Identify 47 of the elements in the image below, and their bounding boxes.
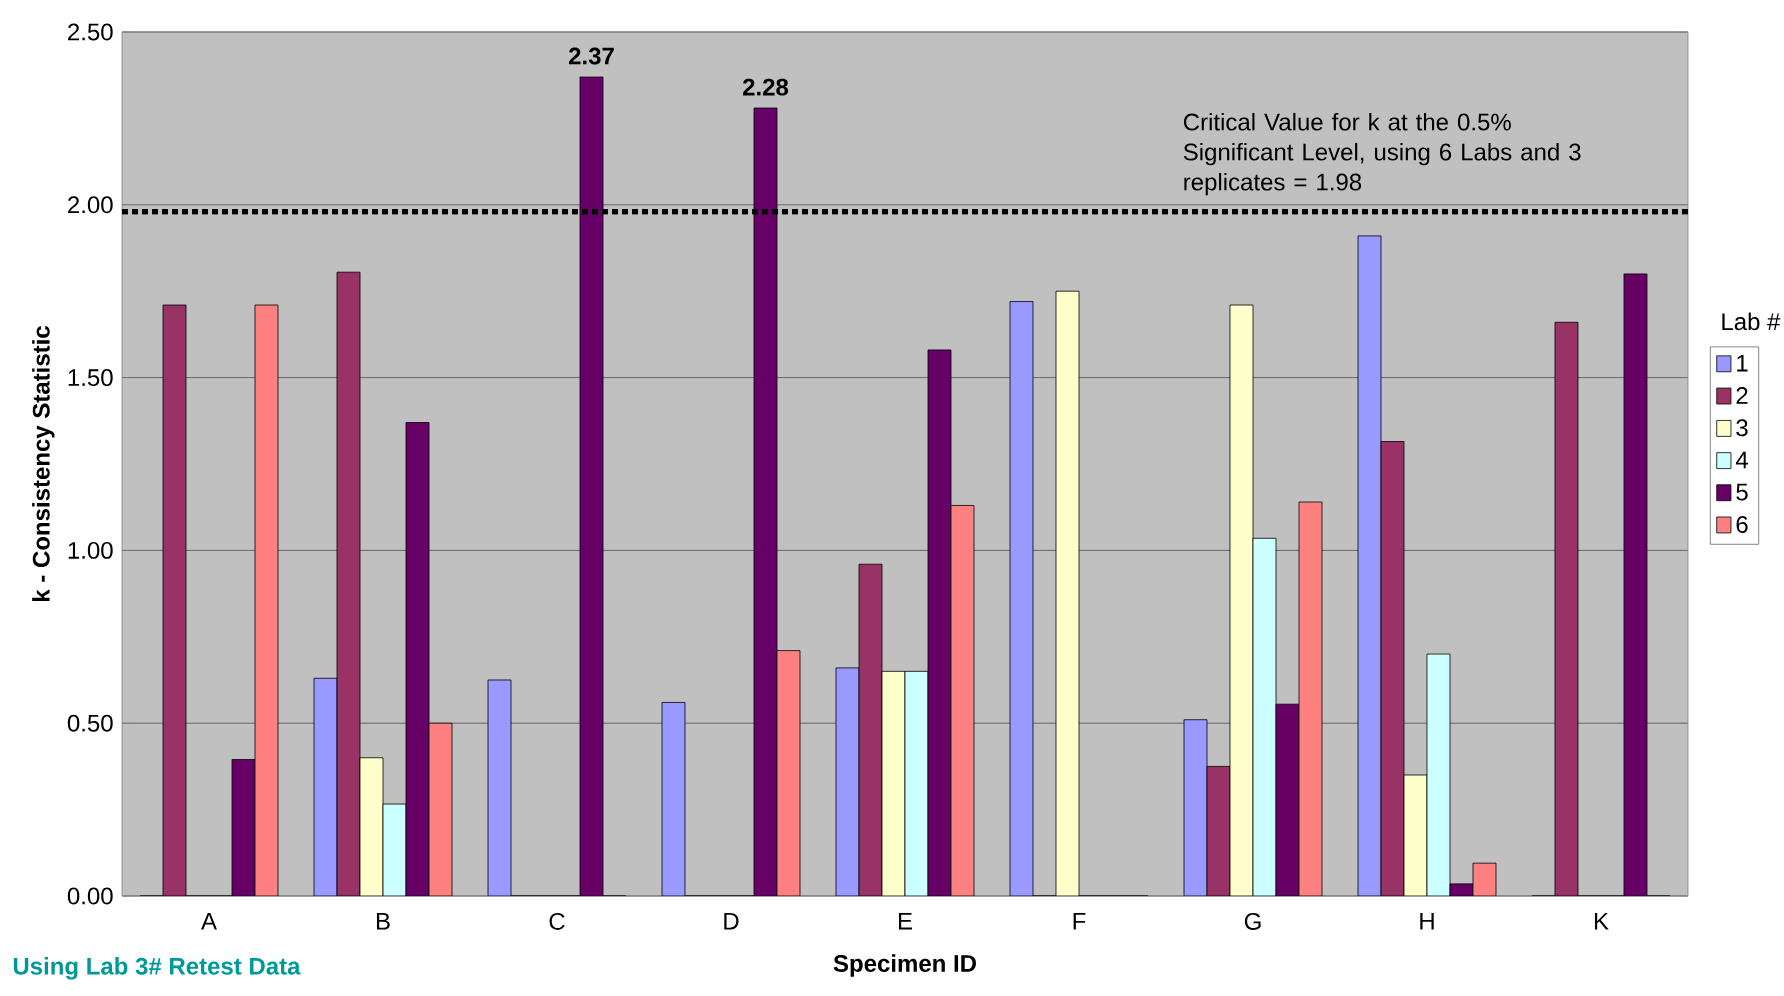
legend-label: 4 (1735, 451, 1748, 469)
bar (882, 671, 905, 896)
y-tick-label: 2.00 (68, 196, 113, 214)
x-tick-label: F (1073, 912, 1086, 930)
y-tick-label: 0.50 (67, 714, 113, 732)
x-tick-label: H (1420, 912, 1434, 930)
x-tick-label: K (1594, 912, 1609, 930)
bar (1404, 775, 1427, 896)
x-tick-label: D (724, 912, 739, 930)
x-tick-label: C (549, 912, 565, 930)
x-axis-title: Specimen ID (833, 954, 976, 977)
bar (1381, 441, 1404, 896)
bar (1427, 654, 1450, 896)
bar (1554, 321, 1579, 896)
bar (337, 272, 361, 896)
bar (163, 305, 187, 896)
data-label: 2.28 (743, 78, 789, 96)
legend-label: 5 (1736, 483, 1748, 501)
legend-label: 2 (1736, 387, 1748, 404)
legend-title: Lab # (1722, 312, 1781, 331)
y-tick-label: 1.50 (68, 369, 113, 387)
bar (951, 505, 974, 896)
data-label: 2.37 (569, 47, 614, 65)
bar (1230, 305, 1253, 896)
legend-label: 3 (1736, 419, 1748, 437)
bar (1253, 538, 1276, 896)
bar (360, 757, 384, 896)
bar (905, 671, 928, 896)
y-tick-label: 2.50 (68, 23, 113, 41)
x-tick-label: A (201, 912, 217, 930)
x-tick-label: B (376, 912, 390, 930)
bar (429, 723, 453, 896)
bar (255, 305, 279, 896)
bar (777, 650, 800, 896)
y-axis-title: k - Consistency Statistic (32, 326, 55, 602)
bar (1207, 766, 1230, 896)
bar (859, 564, 882, 896)
x-tick-label: G (1244, 912, 1261, 930)
ref-line-label: Critical Value for k at the 0.5% Significant Level, using 6 Labs and 3 replicates = 1.98 (1183, 112, 1581, 196)
y-tick-label: 1.00 (68, 541, 113, 559)
text: Using Lab 3# Retest Data (13, 957, 301, 980)
legend-label: 6 (1736, 515, 1748, 533)
y-tick-label: 0.00 (67, 887, 113, 905)
bar (1056, 291, 1079, 896)
bar (1299, 502, 1322, 896)
x-tick-label: E (898, 912, 912, 930)
legend-label: 1 (1737, 354, 1748, 372)
